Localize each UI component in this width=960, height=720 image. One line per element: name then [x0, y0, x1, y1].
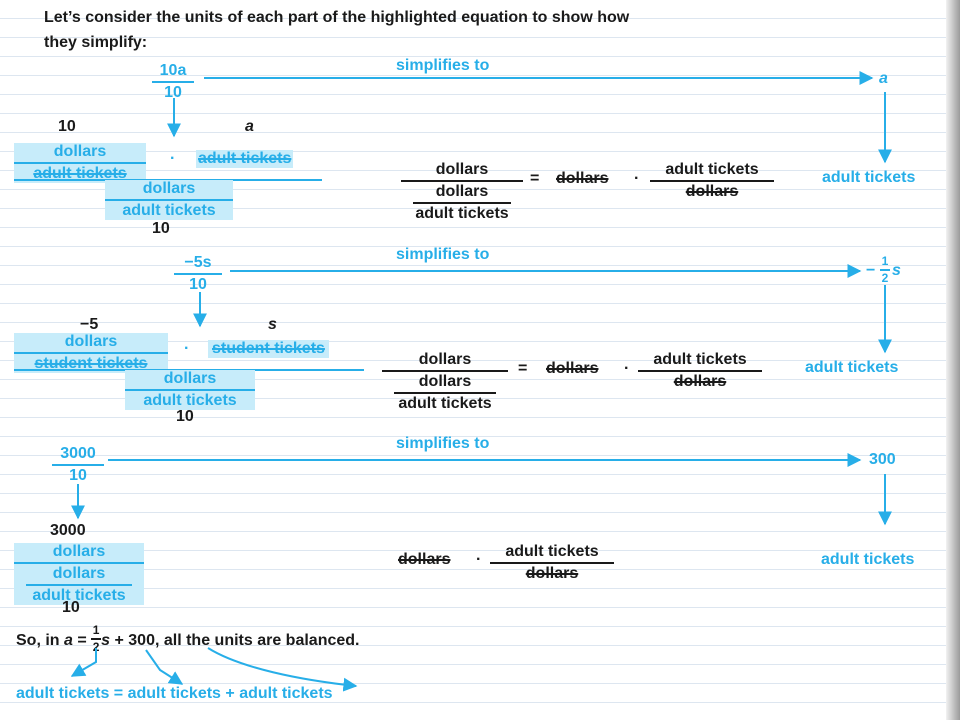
s1-bottom-num: 10	[152, 220, 170, 237]
conclusion-line: So, in a = 1 2 s + 300, all the units ar…	[16, 624, 360, 654]
s3-unit-inner-den: adult tickets	[32, 587, 126, 604]
s1-simplifies-label: simplifies to	[396, 57, 490, 74]
s3-coef: 3000	[50, 522, 86, 539]
s3-eq-rhs-num: adult tickets	[505, 543, 599, 560]
s2-result-den: 2	[881, 271, 889, 285]
s2-eq-lhs: dollars dollars adult tickets	[382, 351, 508, 413]
s1-result: a	[879, 70, 888, 87]
s3-eq-rhs-den: dollars	[525, 565, 579, 582]
s2-eq-inner-num: dollars	[418, 373, 472, 390]
s2-div-num: dollars	[163, 370, 217, 387]
s1-eq-rhs-den: dollars	[685, 183, 739, 200]
conclusion-half-den: 2	[92, 640, 100, 654]
s1-fraction-num: 10a	[159, 62, 187, 79]
s2-unit-num: dollars	[64, 333, 118, 350]
s2-eq-inner-den: adult tickets	[398, 395, 492, 412]
s1-eq-inner-num: dollars	[435, 183, 489, 200]
s1-div-num: dollars	[142, 180, 196, 197]
s2-result-half: 1 2	[880, 255, 890, 285]
page-edge	[946, 0, 960, 720]
s3-eq-rhs-fraction: adult tickets dollars	[490, 543, 614, 583]
s3-fraction: 3000 10	[52, 445, 104, 485]
s1-eq-rhs-num: adult tickets	[665, 161, 759, 178]
s2-simplifies-label: simplifies to	[396, 246, 490, 263]
s3-eq-dot: ·	[476, 551, 482, 568]
intro-line-2: they simplify:	[44, 34, 148, 51]
s2-eq-rhs-den: dollars	[673, 373, 727, 390]
s1-coef: 10	[58, 118, 76, 135]
s1-eq-dot: ·	[634, 170, 640, 187]
s1-eq-equals: =	[530, 170, 540, 187]
conclusion-var-s: s	[101, 632, 111, 649]
intro-line-1: Let’s consider the units of each part of…	[44, 9, 630, 26]
s3-simplifies-label: simplifies to	[396, 435, 490, 452]
s2-fraction-den: 10	[189, 276, 207, 293]
s1-unit-num: dollars	[53, 143, 107, 160]
s2-unit-fraction: dollars student tickets	[14, 333, 168, 373]
s2-div-fraction: dollars adult tickets	[125, 370, 255, 410]
s3-result-unit: adult tickets	[821, 551, 915, 568]
s2-eq-dot: ·	[624, 360, 630, 377]
conclusion-arrow-half-s	[145, 649, 184, 685]
s1-div-den: adult tickets	[122, 202, 216, 219]
s2-bottom-num: 10	[176, 408, 194, 425]
s3-bottom-num: 10	[62, 599, 80, 616]
s1-dot: ·	[170, 150, 176, 167]
s2-eq-rhs-num: adult tickets	[653, 351, 747, 368]
s2-coef: −5	[80, 316, 99, 333]
s3-unit-num: dollars	[52, 543, 106, 560]
s2-eq-rhs1: dollars	[546, 360, 599, 377]
conclusion-half-num: 1	[92, 623, 100, 637]
conclusion-units-line: adult tickets = adult tickets + adult ti…	[16, 685, 333, 702]
s1-unit-fraction: dollars adult tickets	[14, 143, 146, 183]
s1-div-fraction: dollars adult tickets	[105, 180, 233, 220]
s3-fraction-num: 3000	[60, 445, 96, 462]
conclusion-eq: =	[72, 632, 92, 649]
s3-result: 300	[869, 451, 896, 468]
s2-mult-unit: student tickets	[208, 340, 329, 358]
s2-result-unit: adult tickets	[805, 359, 899, 376]
s3-unit-inner-num: dollars	[52, 565, 106, 582]
s2-result-num: 1	[881, 254, 889, 268]
conclusion-var-a: a	[64, 632, 73, 649]
s1-mult-unit: adult tickets	[196, 150, 294, 168]
s2-var: s	[268, 316, 277, 333]
s2-eq-equals: =	[518, 360, 528, 377]
s3-fraction-den: 10	[69, 467, 87, 484]
s1-result-unit: adult tickets	[822, 169, 916, 186]
s1-unit-den: adult tickets	[33, 165, 127, 182]
conclusion-suffix: + 300, all the units are balanced.	[110, 632, 360, 649]
s1-eq-rhs-fraction: adult tickets dollars	[650, 161, 774, 201]
s2-fraction: −5s 10	[174, 254, 222, 294]
s2-eq-rhs-fraction: adult tickets dollars	[638, 351, 762, 391]
s1-fraction-den: 10	[164, 84, 182, 101]
s2-unit-den: student tickets	[34, 355, 148, 372]
s1-var: a	[245, 118, 254, 135]
s2-result-var: s	[892, 262, 901, 279]
conclusion-prefix: So, in	[16, 632, 64, 649]
s1-fraction: 10a 10	[152, 62, 194, 102]
s2-dot: ·	[184, 340, 190, 357]
s1-eq-rhs1: dollars	[556, 170, 609, 187]
s2-fraction-num: −5s	[184, 254, 212, 271]
conclusion-half: 1 2	[91, 623, 102, 654]
s2-div-den: adult tickets	[143, 392, 237, 409]
s3-unit-fraction: dollars dollars adult tickets	[14, 543, 144, 605]
s2-eq-num: dollars	[418, 351, 472, 368]
s2-result-sign: −	[866, 262, 876, 279]
s3-eq-lhs: dollars	[398, 551, 451, 568]
s1-eq-num: dollars	[435, 161, 489, 178]
s1-eq-inner-den: adult tickets	[415, 205, 509, 222]
s1-eq-lhs: dollars dollars adult tickets	[401, 161, 523, 223]
